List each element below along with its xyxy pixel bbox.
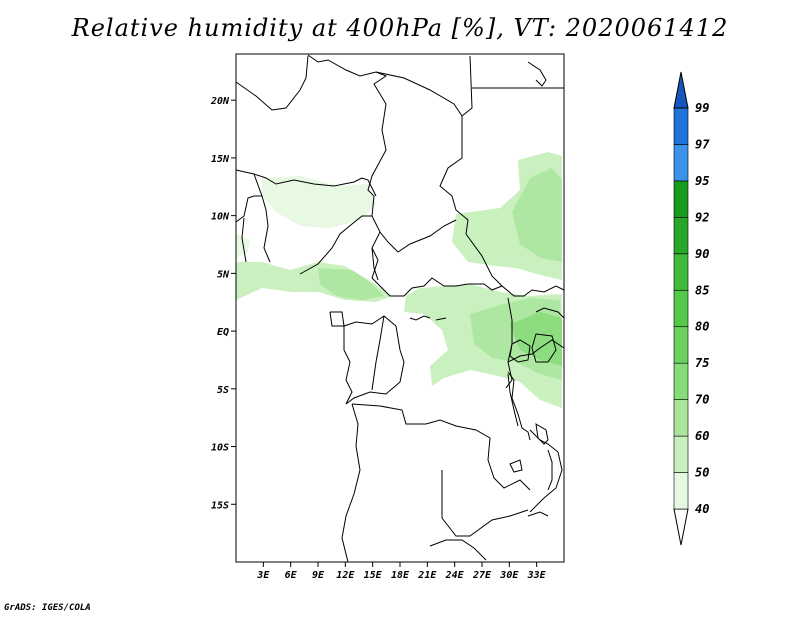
lon-tick-label: 21E: [417, 570, 437, 581]
colorbar-segment: [673, 144, 689, 182]
lon-tick-label: 18E: [391, 570, 410, 581]
colorbar-label: 99: [695, 101, 709, 115]
colorbar-segment: [673, 472, 689, 510]
colorbar-label: 95: [695, 174, 709, 188]
colorbar-label: 90: [695, 247, 709, 261]
colorbar-segment: [673, 435, 689, 473]
lon-tick-label: 24E: [445, 570, 465, 581]
lon-tick-label: 15E: [364, 570, 383, 581]
lat-tick-label: 5S: [217, 385, 229, 396]
shade-east-north-core: [512, 168, 562, 262]
colorbar-label: 40: [695, 502, 709, 516]
lon-tick-label: 12E: [336, 570, 355, 581]
colorbar-max-arrow: [673, 71, 689, 109]
lat-tick-label: 15S: [211, 500, 229, 511]
lat-tick-label: 5N: [217, 269, 230, 280]
lon-tick-label: 27E: [472, 570, 492, 581]
lat-axis: 20N 15N 10N 5N EQ 5S 10S 15S: [210, 96, 236, 511]
colorbar-segment: [673, 107, 689, 145]
colorbar-label: 70: [695, 393, 709, 407]
colorbar-segment: [673, 326, 689, 364]
lon-tick-label: 33E: [527, 570, 547, 581]
map-title: Relative humidity at 400hPa [%], VT: 202…: [71, 14, 729, 42]
lon-tick-label: 9E: [312, 570, 325, 581]
colorbar: 40 50 60 70 75 80 85 90 92 95 97 99: [673, 71, 710, 546]
lat-tick-label: 10S: [211, 443, 229, 454]
lon-tick-label: 3E: [256, 570, 270, 581]
humidity-shading: [236, 152, 562, 408]
lat-tick-label: EQ: [217, 327, 229, 338]
colorbar-segment: [673, 289, 689, 328]
shade-north-band: [262, 176, 376, 228]
lon-axis: 3E 6E 9E 12E 15E 18E 21E 24E 27E 30E 33E: [256, 562, 547, 581]
lat-tick-label: 10N: [211, 212, 230, 223]
lon-tick-label: 30E: [499, 570, 519, 581]
colorbar-segment: [673, 399, 689, 437]
lon-tick-label: 6E: [285, 570, 298, 581]
colorbar-label: 80: [695, 320, 709, 334]
grads-credit: GrADS: IGES/COLA: [4, 603, 91, 613]
lat-tick-label: 20N: [210, 96, 230, 107]
lat-tick-label: 15N: [211, 154, 230, 165]
colorbar-min-arrow: [673, 508, 689, 546]
colorbar-label: 75: [695, 356, 709, 370]
colorbar-segment: [673, 362, 689, 400]
lakes: [409, 61, 557, 517]
shade-east-lakes-deep: [510, 312, 562, 366]
shade-central: [318, 268, 384, 300]
colorbar-segment: [673, 217, 689, 255]
colorbar-label: 60: [695, 429, 709, 443]
colorbar-label: 97: [695, 137, 710, 151]
colorbar-segment: [673, 180, 689, 218]
colorbar-label: 50: [695, 466, 709, 480]
colorbar-label: 92: [695, 210, 709, 224]
colorbar-label: 85: [695, 283, 709, 297]
colorbar-segment: [673, 253, 689, 291]
